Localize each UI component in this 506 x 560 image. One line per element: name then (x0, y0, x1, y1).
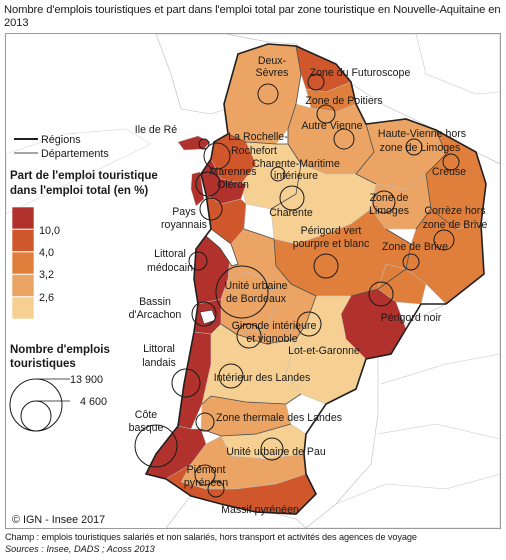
circle-perigord-vert (313, 253, 339, 279)
zone-fills (145, 43, 487, 515)
legend-swatch (11, 274, 35, 297)
circle-piemont (194, 464, 216, 486)
zone-label: Côte basque (129, 409, 164, 434)
zone-label: Zone du Futuroscope (310, 67, 411, 79)
zone-label: Lot-et-Garonne (288, 345, 360, 357)
circle-charente (279, 185, 305, 211)
circle-medoc (188, 251, 208, 271)
circle-marennes-oleron (195, 171, 221, 197)
zone-label: La Rochelle-Rochefort (228, 131, 288, 157)
circle-brive (402, 253, 420, 271)
circle-interieur-landes (218, 363, 244, 389)
zone-label: Haute-Vienne hors zone de Limoges (378, 128, 466, 154)
circle-poitiers (316, 104, 336, 124)
zone-label: Zone thermale des Landes (216, 412, 342, 424)
copyright: © IGN - Insee 2017 (12, 514, 105, 526)
circle-autre-vienne (333, 128, 355, 150)
zone-label: Corrèze hors zone de Brive (423, 205, 488, 231)
legend-size-small: 4 600 (80, 396, 107, 408)
circle-gironde-interieure (236, 323, 262, 349)
circle-deux-sevres (257, 83, 279, 105)
zone-label: Périgord noir (381, 312, 442, 324)
legend-swatch (11, 229, 35, 252)
legend-size-title-1: Nombre d'emplois (10, 344, 110, 356)
zone-label: Piémont pyrénéen (184, 464, 228, 489)
circle-limoges (372, 190, 396, 214)
zone-label: Bassin d'Arcachon (129, 296, 182, 321)
circle-lot-et-garonne (296, 311, 322, 337)
zone-label: Gironde intérieure et vignoble (232, 320, 317, 345)
circle-correze (433, 229, 455, 251)
departement-boundaries (200, 45, 457, 437)
legend-share: Part de l'emploi touristique dans l'empl… (10, 170, 158, 320)
map-svg: Deux-Sèvres Zone du Futuroscope Zone de … (6, 34, 500, 528)
legend-swatch (11, 251, 35, 275)
zone-label: Zone de Limoges (369, 192, 409, 217)
circle-futuroscope (307, 73, 325, 91)
legend-boundaries: Régions Départements (14, 134, 109, 160)
circle-ile-de-re (198, 138, 210, 150)
legend-swatch (11, 296, 35, 320)
legend-break: 10,0 (39, 225, 60, 237)
region-boundary (144, 43, 487, 515)
circle-littoral-landais (171, 368, 201, 398)
proportional-circles (134, 73, 460, 498)
circle-perigord-noir (368, 281, 394, 307)
legend-region-label: Régions (41, 134, 81, 146)
legend-swatch (11, 206, 35, 230)
footnote-sources: Sources : Insee, DADS ; Acoss 2013 (5, 544, 155, 554)
legend-size-title-2: touristiques (10, 358, 76, 370)
legend-break: 3,2 (39, 269, 54, 281)
circle-cote-basque (134, 424, 178, 468)
zone-label: Littoral landais (142, 343, 176, 369)
legend-size-large: 13 900 (70, 374, 103, 386)
circle-creuse (442, 153, 460, 171)
zone-label: Intérieur des Landes (214, 372, 311, 384)
circle-charente-maritime (270, 166, 286, 182)
footnote-scope: Champ : emplois touristiques salariés et… (5, 532, 417, 542)
zone-label: Marennes Oléron (209, 166, 256, 191)
circle-pays-royannais (199, 197, 223, 221)
legend-departement-label: Départements (41, 148, 109, 160)
legend-break: 2,6 (39, 292, 54, 304)
circle-haute-vienne (405, 138, 423, 156)
legend-swatches (11, 206, 35, 320)
legend-break: 4,0 (39, 247, 54, 259)
zone-label: Périgord vert pourpre et blanc (293, 225, 370, 250)
legend-share-title-2: dans l'emploi total (en %) (10, 185, 148, 197)
legend-size: Nombre d'emplois touristiques 13 900 4 6… (9, 344, 110, 432)
circle-massif (207, 480, 225, 498)
circle-arcachon (191, 301, 217, 327)
circle-zone-thermale (195, 412, 215, 432)
zone-label: Zone de Poitiers (305, 95, 382, 107)
map-frame: Deux-Sèvres Zone du Futuroscope Zone de … (5, 33, 501, 529)
zone-label: Ile de Ré (135, 124, 178, 136)
zone-label: Creuse (432, 166, 466, 178)
arcachon-bay (199, 309, 217, 325)
circle-pau (260, 437, 284, 461)
circle-bordeaux (215, 265, 269, 319)
zone-label: Littoral médocain (147, 248, 193, 274)
zone-labels: Deux-Sèvres Zone du Futuroscope Zone de … (129, 55, 488, 516)
zone-label: Deux-Sèvres (256, 55, 289, 79)
legend-share-title-1: Part de l'emploi touristique (10, 170, 158, 182)
zone-label: Autre Vienne (301, 120, 362, 132)
zone-label: Charente-Maritime intérieure (252, 158, 340, 182)
map-title: Nombre d'emplois touristiques et part da… (4, 4, 501, 29)
zone-label: Charente (269, 207, 313, 219)
zone-label: Unité urbaine de Bordeaux (224, 280, 287, 305)
zone-label: Pays royannais (161, 206, 207, 231)
zone-label: Massif pyrénéen (221, 504, 299, 516)
zone-label: Unité urbaine de Pau (226, 446, 326, 458)
circle-la-rochelle (203, 142, 231, 170)
zone-label: Zone de Brive (382, 241, 448, 253)
